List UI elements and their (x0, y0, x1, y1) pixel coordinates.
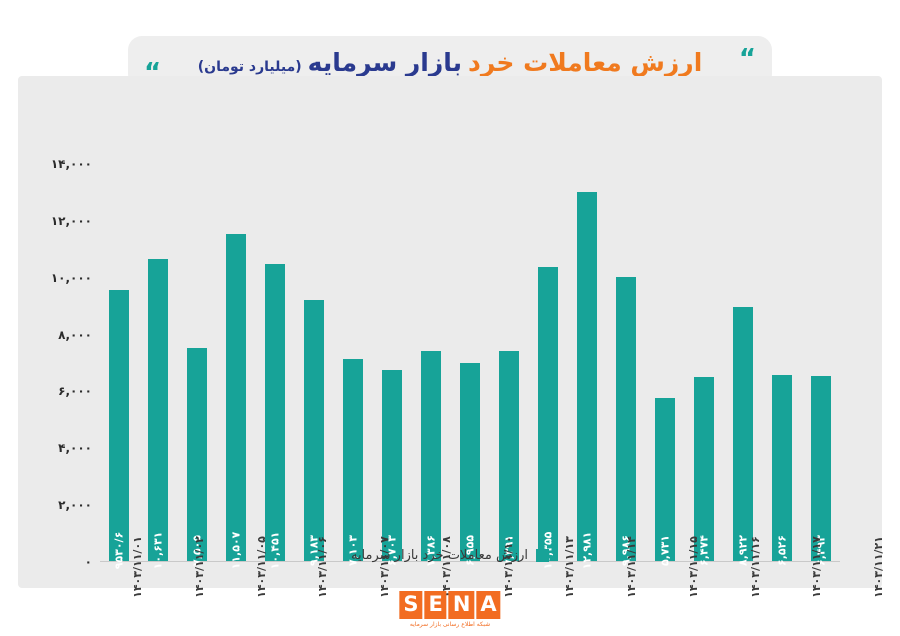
y-axis-tick: ۲,۰۰۰ (58, 498, 92, 513)
x-axis-tick: ۱۴۰۳/۱۱/۰۲ (192, 536, 206, 598)
bar-slot: ۶,۹۵۵ (451, 164, 490, 566)
legend-swatch (536, 549, 550, 562)
bar[interactable]: ۹,۱۸۳ (304, 299, 325, 566)
bar[interactable]: ۶,۹۵۵ (460, 363, 481, 566)
bar-slot: ۸,۹۲۲ (723, 164, 762, 566)
y-axis-tick: ۰ (84, 555, 92, 569)
x-axis-tick: ۱۴۰۳/۱۱/۰۷ (377, 536, 391, 598)
bar-series: ۹۵۳۰/۶ ۱۰,۶۳۱ ۷,۵۰۵ ۱۱,۵۰۷ ۱۰,۴۵۱ ۹,۱۸۳ ۷,۱۰۳ ۶… (100, 164, 840, 569)
x-axis-tick: ۱۴۰۳/۱۱/۲۱ (871, 536, 885, 598)
bar[interactable]: ۶,۵۲۶ (771, 375, 792, 566)
bar[interactable]: ۷,۳۹۱ (499, 350, 519, 566)
sena-logo-letter: N (448, 591, 475, 619)
bar[interactable]: ۸,۹۲۲ (732, 307, 753, 566)
bar-slot: ۵,۷۳۱ (645, 164, 684, 566)
bar-slot: ۷,۳۸۶ (412, 164, 451, 566)
x-axis-tick: ۱۴۰۳/۱۱/۱۴ (624, 536, 638, 598)
bar-slot: ۱۰,۶۳۱ (139, 164, 178, 569)
bar[interactable]: ۱۰,۴۵۱ (265, 263, 286, 569)
bar-slot: ۶,۵۲۶ (762, 164, 801, 566)
quote-open-icon: “ (738, 44, 756, 74)
sena-logo-letter: E (424, 591, 447, 619)
x-axis-tick: ۱۴۰۳/۱۱/۱۳ (563, 536, 577, 598)
plot-area: ۹۵۳۰/۶ ۱۰,۶۳۱ ۷,۵۰۵ ۱۱,۵۰۷ ۱۰,۴۵۱ ۹,۱۸۳ ۷,۱۰۳ ۶… (100, 164, 840, 569)
x-axis-tick-slot: ۱۴۰۳/۱۱/۱۷ (779, 536, 841, 625)
bar[interactable]: ۱۰,۶۳۱ (148, 258, 169, 569)
legend-label: ارزش معاملات خرد بازار سرمایه (350, 548, 529, 563)
bar-slot: ۹,۹۸۶ (606, 164, 645, 566)
x-axis-tick-slot: ۱۴۰۳/۱۱/۲۱ (841, 536, 900, 625)
bar-slot: ۶,۷۰۳ (373, 164, 412, 566)
x-axis-tick-slot: ۱۴۰۳/۱۱/۱۶ (718, 536, 780, 625)
bar-slot: ۷,۱۰۳ (334, 164, 373, 566)
y-axis-tick: ۱۴,۰۰۰ (50, 157, 92, 171)
bar[interactable]: ۷,۱۰۳ (343, 359, 364, 566)
chart-legend: ارزش معاملات خرد بازار سرمایه (18, 548, 882, 563)
bar-slot: ۱۰,۳۵۵ (528, 164, 567, 569)
bar-slot: ۷,۵۰۵ (178, 164, 217, 566)
x-axis-tick: ۱۴۰۳/۱۱/۰۶ (316, 536, 330, 598)
y-axis-tick: ۱۲,۰۰۰ (50, 213, 92, 228)
bar-slot: ۹۵۳۰/۶ (100, 164, 139, 569)
bar[interactable]: ۹۵۳۰/۶ (109, 290, 130, 569)
bar[interactable]: ۵,۷۳۱ (654, 398, 675, 566)
bar-slot: ۷,۳۹۱ (490, 164, 529, 566)
x-axis-tick-slot: ۱۴۰۳/۱۱/۰۶ (285, 536, 347, 625)
x-axis-line (100, 561, 840, 562)
bar[interactable]: ۱۱,۵۰۷ (226, 233, 247, 569)
bar[interactable]: ۷,۵۰۵ (187, 347, 208, 566)
bar[interactable]: ۱۰,۳۵۵ (537, 266, 558, 569)
x-axis-tick-slot: ۱۴۰۳/۱۱/۰۵ (224, 536, 286, 625)
y-axis-tick: ۸,۰۰۰ (58, 327, 92, 342)
bar-slot: ۱۰,۴۵۱ (256, 164, 295, 569)
x-axis-tick-slot: ۱۴۰۳/۱۱/۰۲ (162, 536, 224, 625)
x-axis-tick: ۱۴۰۳/۱۱/۱۶ (748, 536, 762, 598)
x-axis-tick-slot: ۱۴۰۳/۱۱/۱۳ (532, 536, 594, 625)
bar[interactable]: ۹,۹۸۶ (615, 277, 636, 566)
bar[interactable]: ۶,۴۹۳ (810, 376, 831, 566)
sena-logo-letter: S (399, 591, 423, 619)
bar-slot: ۶,۴۷۴ (684, 164, 723, 566)
bar-slot: ۱۱,۵۰۷ (217, 164, 256, 569)
x-axis-tick: ۱۴۰۳/۱۱/۱۷ (810, 536, 824, 598)
x-axis-tick-slot: ۱۴۰۳/۱۱/۱۴ (594, 536, 656, 625)
y-axis: ۰ ۲,۰۰۰ ۴,۰۰۰ ۶,۰۰۰ ۸,۰۰۰ ۱۰,۰۰۰ ۱۲,۰۰۰ ۱۴,۰۰۰ (18, 76, 98, 588)
title-primary: ارزش معاملات خرد (468, 47, 703, 77)
x-axis-tick: ۱۴۰۳/۱۱/۰۵ (254, 536, 268, 598)
quote-close-icon: ” (146, 44, 162, 74)
bar-slot: ۶,۴۹۳ (801, 164, 840, 566)
sena-logo-letter: A (476, 591, 501, 619)
y-axis-tick: ۶,۰۰۰ (58, 384, 92, 399)
bar-slot: ۹,۱۸۳ (295, 164, 334, 566)
bar[interactable]: ۶,۷۰۳ (382, 370, 403, 566)
x-axis-tick: ۱۴۰۳/۱۱/۱۵ (686, 536, 700, 598)
title-secondary: بازار سرمایه (307, 47, 463, 77)
x-axis-tick: ۱۴۰۳/۱۱/۱۰ (501, 536, 515, 598)
x-axis-tick-slot: ۱۴۰۳/۱۱/۰۱ (100, 536, 162, 625)
bar[interactable]: ۶,۴۷۴ (693, 376, 714, 566)
sena-logo-subtitle: شبکه اطلاع رسانی بازار سرمایه (409, 621, 491, 628)
x-axis-tick: ۱۴۰۳/۱۱/۰۱ (130, 536, 144, 598)
page-title: ارزش معاملات خرد بازار سرمایه (میلیارد ت… (173, 48, 727, 77)
bar[interactable]: ۷,۳۸۶ (421, 351, 442, 566)
bar-slot: ۱۲,۹۸۱ (567, 164, 606, 569)
bar[interactable]: ۱۲,۹۸۱ (576, 191, 597, 569)
title-unit: (میلیارد تومان) (197, 58, 302, 75)
x-axis-tick-slot: ۱۴۰۳/۱۱/۱۵ (656, 536, 718, 625)
y-axis-tick: ۱۰,۰۰۰ (50, 270, 92, 285)
x-axis-tick: ۱۴۰۳/۱۱/۰۸ (439, 536, 453, 598)
chart-panel: ۰ ۲,۰۰۰ ۴,۰۰۰ ۶,۰۰۰ ۸,۰۰۰ ۱۰,۰۰۰ ۱۲,۰۰۰ ۱۴,۰۰۰ … (18, 76, 885, 598)
y-axis-tick: ۴,۰۰۰ (58, 441, 92, 456)
